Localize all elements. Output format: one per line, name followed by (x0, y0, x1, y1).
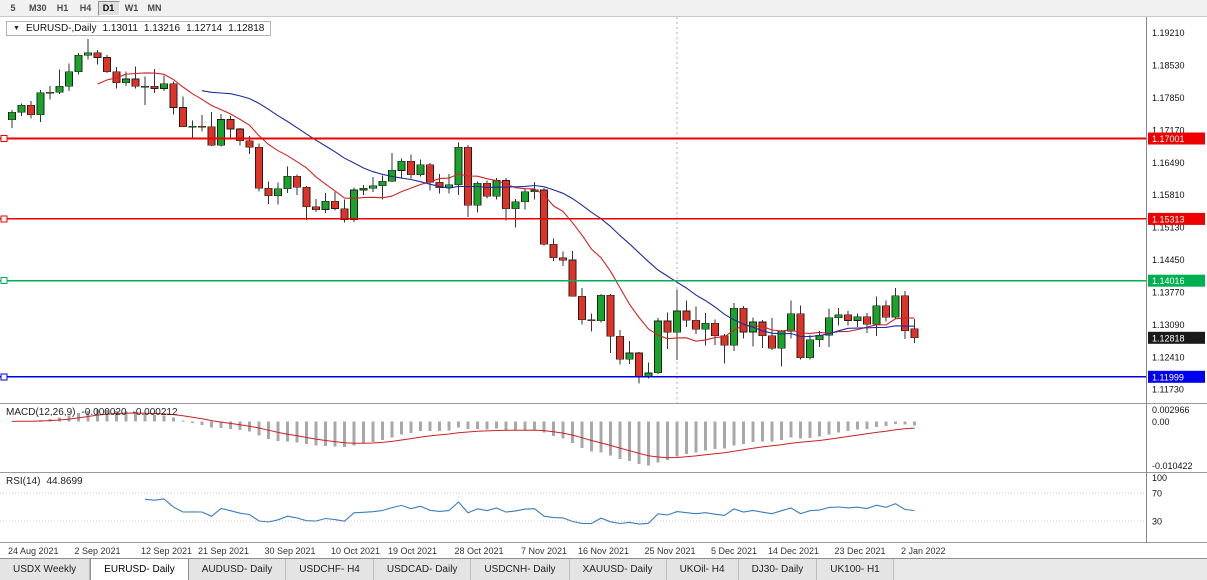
svg-text:30: 30 (1152, 517, 1162, 527)
time-axis[interactable]: 24 Aug 2021 2 Sep 2021 12 Sep 2021 21 Sep 2… (0, 542, 1207, 558)
chart-area[interactable]: 1.19210 1.18530 1.17850 1.17170 1.16490 1.158… (0, 17, 1207, 558)
chart-tab-eurusd-daily[interactable]: EURUSD- Daily (90, 559, 189, 580)
chart-tab-xauusd-daily[interactable]: XAUUSD- Daily (569, 559, 667, 580)
chart-symbol-label: EURUSD-,Daily (25, 23, 97, 34)
svg-text:0.00: 0.00 (1152, 417, 1170, 427)
time-axis-label: 19 Oct 2021 (388, 546, 438, 556)
svg-text:1.18530: 1.18530 (1152, 61, 1185, 71)
time-axis-label: 23 Dec 2021 (834, 546, 886, 556)
timeframe-button-d1[interactable]: D1 (97, 0, 120, 16)
chart-tab-usdx-weekly[interactable]: USDX Weekly (0, 559, 91, 580)
svg-text:-0.010422: -0.010422 (1152, 461, 1193, 471)
svg-text:1.17001: 1.17001 (1152, 134, 1185, 144)
time-axis-label: 5 Dec 2021 (711, 546, 758, 556)
time-axis-label: 10 Oct 2021 (331, 546, 381, 556)
svg-text:1.15810: 1.15810 (1152, 190, 1185, 200)
timeframe-toolbar: 5 M30 H1 H4 D1 W1 MN (0, 0, 1207, 17)
svg-text:1.12410: 1.12410 (1152, 352, 1185, 362)
timeframe-button-h1[interactable]: H1 (56, 3, 69, 13)
svg-text:1.17170: 1.17170 (1152, 125, 1185, 135)
time-axis-label: 30 Sep 2021 (264, 546, 316, 556)
svg-text:100: 100 (1152, 473, 1167, 483)
macd-label: MACD(12,26,9) -0.000020 -0.000212 (6, 407, 178, 418)
time-axis-label: 7 Nov 2021 (521, 546, 568, 556)
time-axis-label: 12 Sep 2021 (141, 546, 193, 556)
macd-main-value: -0.000020 (81, 407, 127, 418)
time-axis-label: 25 Nov 2021 (644, 546, 696, 556)
chart-tab-audusd-daily[interactable]: AUDUSD- Daily (188, 559, 287, 580)
svg-text:1.15313: 1.15313 (1152, 214, 1185, 224)
time-axis-label: 24 Aug 2021 (8, 546, 59, 556)
svg-text:1.11999: 1.11999 (1152, 372, 1184, 382)
svg-text:70: 70 (1152, 489, 1162, 499)
ohlc-open: 1.13011 (102, 23, 138, 34)
timeframe-button-w1[interactable]: W1 (124, 3, 139, 13)
time-axis-label: 2 Jan 2022 (901, 546, 946, 556)
timeframe-button-h4[interactable]: H4 (79, 3, 92, 13)
svg-text:1.15130: 1.15130 (1152, 223, 1185, 233)
macd-signal-value: -0.000212 (132, 407, 178, 418)
time-axis-label: 16 Nov 2021 (578, 546, 630, 556)
macd-name: MACD(12,26,9) (6, 407, 76, 418)
svg-text:1.19210: 1.19210 (1152, 28, 1185, 38)
time-axis-label: 21 Sep 2021 (198, 546, 250, 556)
chart-tab-usdcad-daily[interactable]: USDCAD- Daily (373, 559, 472, 580)
chart-tab-ukoil-h4[interactable]: UKOil- H4 (666, 559, 739, 580)
timeframe-button-mn[interactable]: MN (147, 3, 162, 13)
svg-text:1.16490: 1.16490 (1152, 158, 1185, 168)
time-axis-label: 2 Sep 2021 (74, 546, 121, 556)
time-axis-label: 28 Oct 2021 (454, 546, 504, 556)
chart-tab-usdchf-h4[interactable]: USDCHF- H4 (286, 559, 374, 580)
svg-text:1.12818: 1.12818 (1152, 333, 1185, 343)
rsi-value: 44.8699 (46, 476, 83, 487)
timeframe-button-m30[interactable]: M30 (29, 3, 47, 13)
macd-panel-svg[interactable]: 0.002966 0.00 -0.010422 (0, 403, 1207, 472)
chart-tab-uk100-h1[interactable]: UK100- H1 (817, 559, 894, 580)
ohlc-low: 1.12714 (186, 23, 223, 34)
chart-tab-dj30-daily[interactable]: DJ30- Daily (738, 559, 818, 580)
svg-text:1.13770: 1.13770 (1152, 287, 1185, 297)
time-axis-label: 14 Dec 2021 (768, 546, 820, 556)
rsi-name: RSI(14) (6, 476, 41, 487)
timeframe-button-5[interactable]: 5 (10, 3, 16, 13)
rsi-label: RSI(14) 44.8699 (6, 476, 83, 487)
ohlc-high: 1.13216 (143, 23, 181, 34)
chart-tab-usdcnh-daily[interactable]: USDCNH- Daily (471, 559, 570, 580)
chart-title: ▼ EURUSD-,Daily 1.13011 1.13216 1.12714 … (6, 21, 272, 36)
chart-tabs: USDX Weekly EURUSD- Daily AUDUSD- Daily USD… (0, 558, 1207, 580)
svg-text:1.14450: 1.14450 (1152, 255, 1185, 265)
ohlc-close: 1.12818 (228, 23, 265, 34)
rsi-panel-svg[interactable]: 100 70 30 (0, 472, 1207, 542)
collapse-triangle-icon[interactable]: ▼ (13, 25, 20, 32)
svg-text:1.14016: 1.14016 (1152, 276, 1185, 286)
main-chart-svg[interactable]: 1.19210 1.18530 1.17850 1.17170 1.16490 1.158… (0, 17, 1207, 403)
svg-text:1.11730: 1.11730 (1152, 385, 1184, 395)
svg-text:1.17850: 1.17850 (1152, 93, 1185, 103)
svg-text:1.13090: 1.13090 (1152, 320, 1185, 330)
svg-text:0.002966: 0.002966 (1152, 405, 1190, 415)
